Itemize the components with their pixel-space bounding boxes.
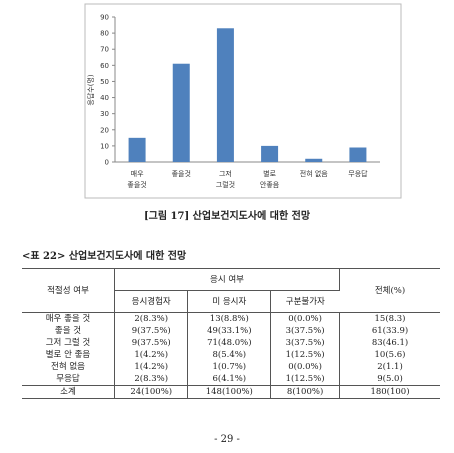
x-tick-label: 좋을것 bbox=[172, 169, 191, 178]
table-cell: 13(8.8%) bbox=[187, 312, 272, 325]
bar bbox=[305, 158, 323, 162]
table-cell: 1(0.7%) bbox=[187, 361, 272, 373]
x-tick-label: 그럴것 bbox=[216, 180, 235, 189]
table-cell: 그저 그럴 것 bbox=[22, 337, 115, 349]
table-row: 그저 그럴 것 9(37.5%) 71(48.0%) 3(37.5%) 83(46.1) bbox=[22, 337, 440, 349]
table-cell: 전혀 없음 bbox=[22, 361, 115, 373]
table-cell: 148(100%) bbox=[187, 385, 272, 399]
table-cell: 1(12.5%) bbox=[270, 373, 340, 386]
table-row: 매우 좋을 것 2(8.3%) 13(8.8%) 0(0.0%) 15(8.3) bbox=[22, 312, 440, 325]
bar bbox=[216, 28, 234, 163]
table-row: 적절성 여부 응시 여부 전체(%) bbox=[22, 268, 440, 313]
y-axis-label: 응답수(명) bbox=[86, 74, 95, 105]
table-cell: 49(33.1%) bbox=[187, 325, 272, 337]
table-title: <표 22> 산업보건지도사에 대한 전망 bbox=[22, 251, 187, 262]
y-tick-label: 80 bbox=[100, 30, 109, 38]
table-cell: 0(0.0%) bbox=[270, 361, 340, 373]
bar bbox=[349, 147, 367, 162]
y-tick-label: 0 bbox=[105, 159, 109, 167]
page-number: - 29 - bbox=[214, 434, 240, 445]
table-cell: 9(5.0) bbox=[377, 374, 403, 384]
table-cell: 응시경험자 bbox=[114, 290, 189, 313]
table-cell: 응시 여부 bbox=[114, 268, 340, 291]
figure-caption: [그림 17] 산업보건지도사에 대한 전망 bbox=[143, 211, 311, 222]
x-tick-label: 매우 bbox=[131, 170, 144, 178]
bar bbox=[261, 145, 279, 162]
table-cell: 별로 안 좋음 bbox=[22, 349, 115, 361]
table-row: 무응답 2(8.3%) 6(4.1%) 1(12.5%) 9(5.0) bbox=[22, 373, 440, 386]
table-cell: 1(4.2%) bbox=[114, 349, 189, 361]
table-cell: 61(33.9) bbox=[371, 326, 409, 336]
table-cell: 미 응시자 bbox=[187, 290, 272, 313]
table-row: 응시경험자 미 응시자 구분불가자 bbox=[22, 290, 440, 313]
table-cell: 2(8.3%) bbox=[114, 373, 189, 386]
table-cell: 2(8.3%) bbox=[114, 312, 189, 325]
table-cell: 71(48.0%) bbox=[187, 337, 272, 349]
table-cell: 1(4.2%) bbox=[114, 361, 189, 373]
y-tick-label: 70 bbox=[100, 46, 109, 54]
x-tick-label: 안좋음 bbox=[260, 180, 280, 189]
table-cell: 9(37.5%) bbox=[114, 337, 189, 349]
y-tick-label: 50 bbox=[100, 78, 109, 86]
x-tick-label: 좋을것 bbox=[127, 180, 146, 189]
table-cell: 15(8.3) bbox=[374, 314, 406, 324]
y-tick-label: 60 bbox=[100, 62, 109, 70]
y-tick-label: 10 bbox=[100, 142, 109, 150]
y-tick-label: 20 bbox=[100, 126, 109, 134]
chart-frame bbox=[84, 3, 402, 199]
table-row: 좋을 것 9(37.5%) 49(33.1%) 3(37.5%) 61(33.9) bbox=[22, 325, 440, 337]
table: 적절성 여부 응시 여부 전체(%) 응시경험자 미 응시자 구분불가자 매우 좋을 것 2(… bbox=[22, 268, 440, 399]
table-cell: 3(37.5%) bbox=[270, 337, 340, 349]
table-cell: 전체(%) bbox=[339, 268, 440, 313]
table-cell: 180(100) bbox=[339, 385, 440, 399]
table-row: 별로 안 좋음 1(4.2%) 8(5.4%) 1(12.5%) 10(5.6) bbox=[22, 349, 440, 361]
bar bbox=[172, 63, 190, 162]
x-tick-label: 전혀 없음 bbox=[300, 169, 329, 178]
table-cell: 0(0.0%) bbox=[270, 312, 340, 325]
table-row: 전혀 없음 1(4.2%) 1(0.7%) 0(0.0%) 2(1.1) bbox=[22, 361, 440, 373]
table-cell: 소계 bbox=[22, 385, 115, 399]
table-cell: 10(5.6) bbox=[374, 350, 406, 360]
y-tick-label: 30 bbox=[100, 110, 109, 118]
table-cell: 좋을 것 bbox=[22, 325, 115, 337]
table-cell: 8(100%) bbox=[270, 385, 340, 399]
table-cell: 6(4.1%) bbox=[187, 373, 272, 386]
bar bbox=[128, 137, 146, 162]
x-tick-label: 별로 bbox=[263, 169, 276, 178]
table-cell: 9(37.5%) bbox=[114, 325, 189, 337]
table-cell: 8(5.4%) bbox=[187, 349, 272, 361]
table-cell: 24(100%) bbox=[114, 385, 189, 399]
table-cell: 매우 좋을 것 bbox=[22, 312, 115, 325]
x-tick-label: 무응답 bbox=[348, 169, 368, 178]
table-row: 소계 24(100%) 148(100%) 8(100%) 180(100) bbox=[22, 385, 440, 399]
table-cell: 1(12.5%) bbox=[270, 349, 340, 361]
table-cell: 구분불가자 bbox=[270, 290, 340, 313]
table-cell: 83(46.1) bbox=[371, 338, 409, 348]
y-tick-label: 40 bbox=[100, 94, 109, 102]
y-tick-label: 90 bbox=[100, 14, 109, 22]
table-cell: 무응답 bbox=[22, 373, 115, 386]
table-cell: 적절성 여부 bbox=[22, 268, 115, 313]
table-cell: 2(1.1) bbox=[377, 362, 403, 372]
table-cell: 3(37.5%) bbox=[270, 325, 340, 337]
x-tick-label: 그저 bbox=[219, 169, 232, 178]
